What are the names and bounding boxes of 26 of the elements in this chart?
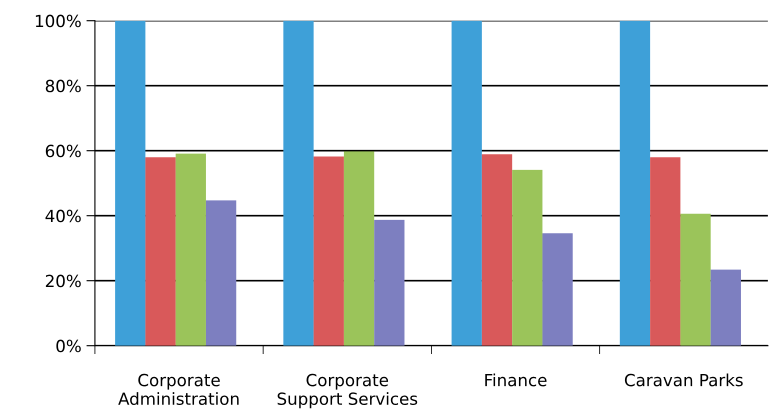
bar [145, 157, 176, 346]
bar [512, 170, 542, 346]
y-tick-label: 100% [36, 14, 81, 28]
bar [206, 200, 236, 346]
bar [452, 20, 482, 346]
bar [650, 157, 680, 346]
bar [710, 270, 741, 346]
bar [344, 151, 374, 346]
y-tick-label: 40% [45, 210, 81, 222]
y-tick-label: 20% [46, 274, 81, 288]
bar [115, 20, 146, 346]
bar [283, 20, 314, 346]
x-tick-label: Corporate Support Services [278, 374, 418, 408]
bar [680, 214, 711, 346]
bar [620, 20, 650, 346]
x-tick-label: Caravan Parks [624, 373, 743, 386]
bar [176, 154, 206, 346]
bar [542, 233, 573, 346]
x-tick-label: Finance [485, 373, 547, 386]
y-tick-label: 60% [46, 144, 81, 158]
bar [482, 154, 512, 346]
bar [314, 156, 344, 346]
x-tick-label: Corporate Administration [118, 374, 239, 406]
y-tick-label: 0% [56, 340, 81, 352]
bar [374, 220, 404, 346]
y-tick-label: 80% [46, 80, 81, 92]
